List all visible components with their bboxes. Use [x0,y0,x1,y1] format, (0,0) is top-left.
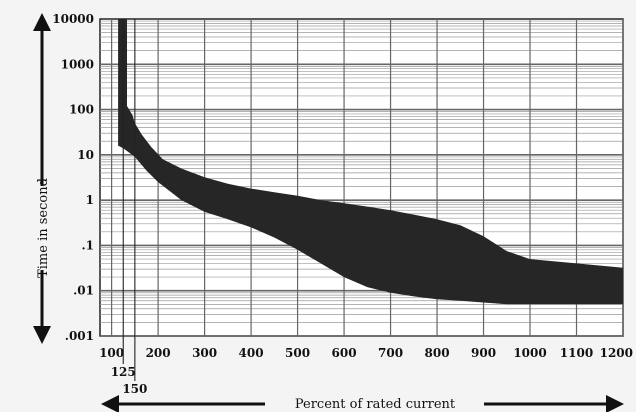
x-tick-label: 900 [471,346,496,360]
y-tick-label: 100 [69,103,94,117]
trip-time-band [118,19,623,305]
y-tick-label: 10000 [52,12,94,26]
y-axis-label: Time in second [36,178,51,278]
x-tick-label: 1200 [600,346,633,360]
y-tick-label: .1 [81,238,94,252]
x-marker-label: 150 [122,382,147,396]
x-tick-label: 300 [192,346,217,360]
x-tick-label: 100 [99,346,124,360]
x-tick-label: 1100 [560,346,593,360]
x-tick-label: 200 [146,346,171,360]
x-tick-label: 400 [239,346,264,360]
y-tick-label: 1 [86,193,94,207]
x-tick-label: 600 [332,346,357,360]
y-tick-label: 1000 [61,57,94,71]
y-tick-label: 10 [77,148,94,162]
y-tick-label: .001 [65,329,94,343]
x-tick-labels: 100 200 300 400 500 600 700 800 900 1000 1100 1200 [99,346,633,360]
x-tick-label: 800 [425,346,450,360]
y-tick-labels: .001 .01 .1 1 10 100 1000 10000 [52,12,94,343]
x-marker-label: 125 [111,365,136,379]
x-tick-label: 700 [378,346,403,360]
y-tick-label: .01 [73,284,94,298]
x-tick-label: 500 [285,346,310,360]
x-tick-label: 1000 [513,346,546,360]
x-axis-label: Percent of rated current [295,397,456,412]
